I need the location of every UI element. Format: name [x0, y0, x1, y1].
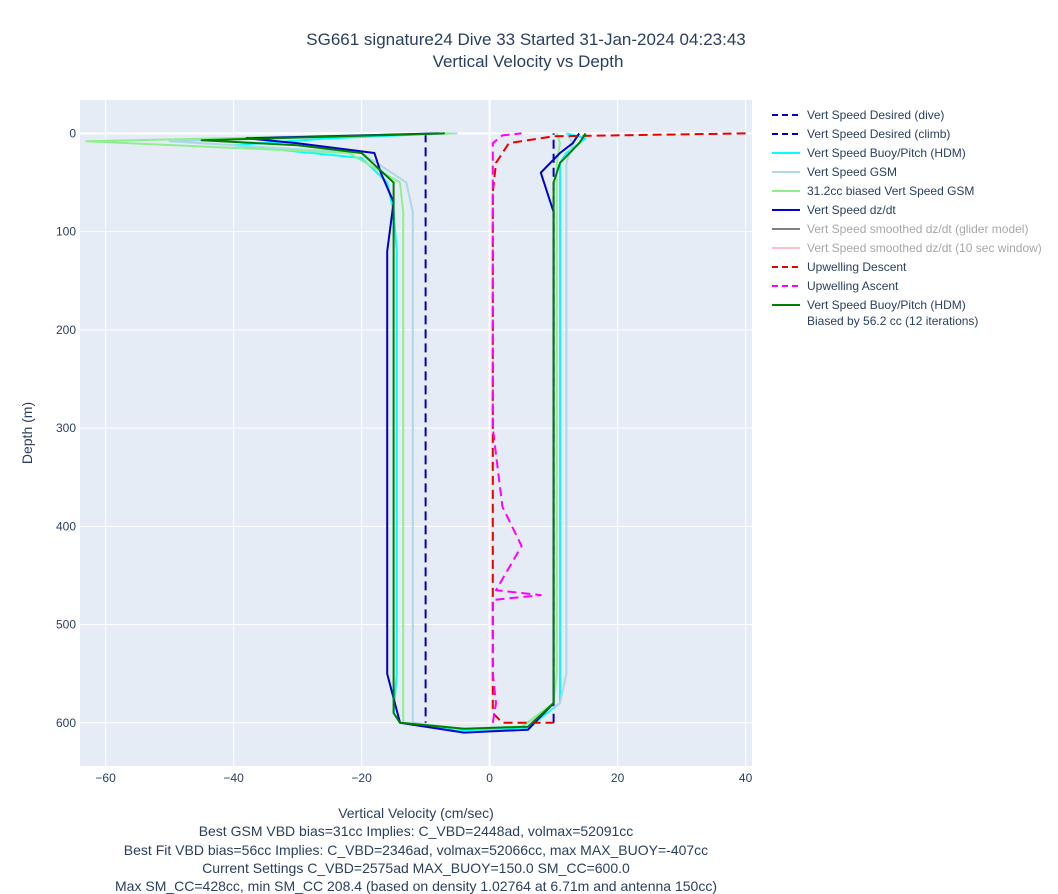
chart-subtitle: Vertical Velocity vs Depth	[433, 52, 624, 71]
legend-label: Vert Speed dz/dt	[807, 203, 896, 217]
x-tick-label: 40	[739, 771, 753, 785]
legend-label: Vert Speed smoothed dz/dt (10 sec window…	[807, 241, 1042, 255]
legend-label: 31.2cc biased Vert Speed GSM	[807, 184, 974, 198]
y-tick-label: 500	[56, 618, 76, 632]
note-line-1: Best GSM VBD bias=31cc Implies: C_VBD=24…	[199, 823, 634, 839]
legend-item-2[interactable]: Vert Speed Desired (climb)	[772, 127, 950, 141]
legend-label: Upwelling Descent	[807, 260, 907, 274]
legend-item-9[interactable]: Upwelling Descent	[772, 260, 907, 274]
y-tick-label: 600	[56, 716, 76, 730]
y-tick-label: 200	[56, 323, 76, 337]
legend-item-7[interactable]: Vert Speed smoothed dz/dt (glider model)	[772, 222, 1028, 236]
legend: Vert Speed Desired (dive) Vert Speed Desi…	[772, 108, 1042, 328]
legend-item-1[interactable]: Vert Speed Desired (dive)	[772, 108, 944, 122]
x-tick-label: −40	[223, 771, 244, 785]
series-layer	[85, 132, 746, 734]
series-line-11[interactable]	[200, 132, 587, 730]
legend-item-11[interactable]: Vert Speed Buoy/Pitch (HDM) Biased by 56.…	[772, 298, 978, 328]
series-line-10[interactable]	[491, 132, 542, 723]
x-tick-label: −60	[95, 771, 116, 785]
note-line-2: Best Fit VBD bias=56cc Implies: C_VBD=23…	[124, 842, 708, 858]
x-axis-title: Vertical Velocity (cm/sec)	[338, 805, 494, 821]
legend-item-6[interactable]: Vert Speed dz/dt	[772, 203, 896, 217]
legend-label: Upwelling Ascent	[807, 279, 899, 293]
x-tick-label: 20	[611, 771, 625, 785]
x-tick-label: 0	[486, 771, 493, 785]
legend-label: Vert Speed Buoy/Pitch (HDM)	[807, 146, 966, 160]
x-tick-label: −20	[351, 771, 372, 785]
note-line-4: Max SM_CC=428cc, min SM_CC 208.4 (based …	[115, 878, 717, 894]
legend-item-10[interactable]: Upwelling Ascent	[772, 279, 899, 293]
legend-item-4[interactable]: Vert Speed GSM	[772, 165, 897, 179]
legend-label: Vert Speed GSM	[807, 165, 897, 179]
y-axis-title: Depth (m)	[19, 402, 35, 464]
legend-label: Vert Speed Desired (dive)	[807, 108, 944, 122]
note-line-3: Current Settings C_VBD=2575ad MAX_BUOY=1…	[202, 860, 630, 876]
y-tick-label: 100	[56, 225, 76, 239]
y-tick-label: 400	[56, 519, 76, 533]
legend-label: Vert Speed smoothed dz/dt (glider model)	[807, 222, 1028, 236]
legend-label: Vert Speed Desired (climb)	[807, 127, 950, 141]
legend-item-5[interactable]: 31.2cc biased Vert Speed GSM	[772, 184, 974, 198]
y-axis-ticks: 0 100 200 300 400 500 600	[56, 126, 76, 729]
x-axis-ticks: −60 −40 −20 0 20 40	[95, 771, 752, 785]
y-tick-label: 0	[69, 126, 76, 140]
y-tick-label: 300	[56, 421, 76, 435]
legend-label: Biased by 56.2 cc (12 iterations)	[807, 314, 978, 328]
legend-item-3[interactable]: Vert Speed Buoy/Pitch (HDM)	[772, 146, 966, 160]
chart-title: SG661 signature24 Dive 33 Started 31-Jan…	[306, 30, 745, 49]
legend-label: Vert Speed Buoy/Pitch (HDM)	[807, 298, 966, 312]
grid	[80, 100, 752, 766]
plot-area	[80, 100, 752, 766]
legend-item-8[interactable]: Vert Speed smoothed dz/dt (10 sec window…	[772, 241, 1042, 255]
